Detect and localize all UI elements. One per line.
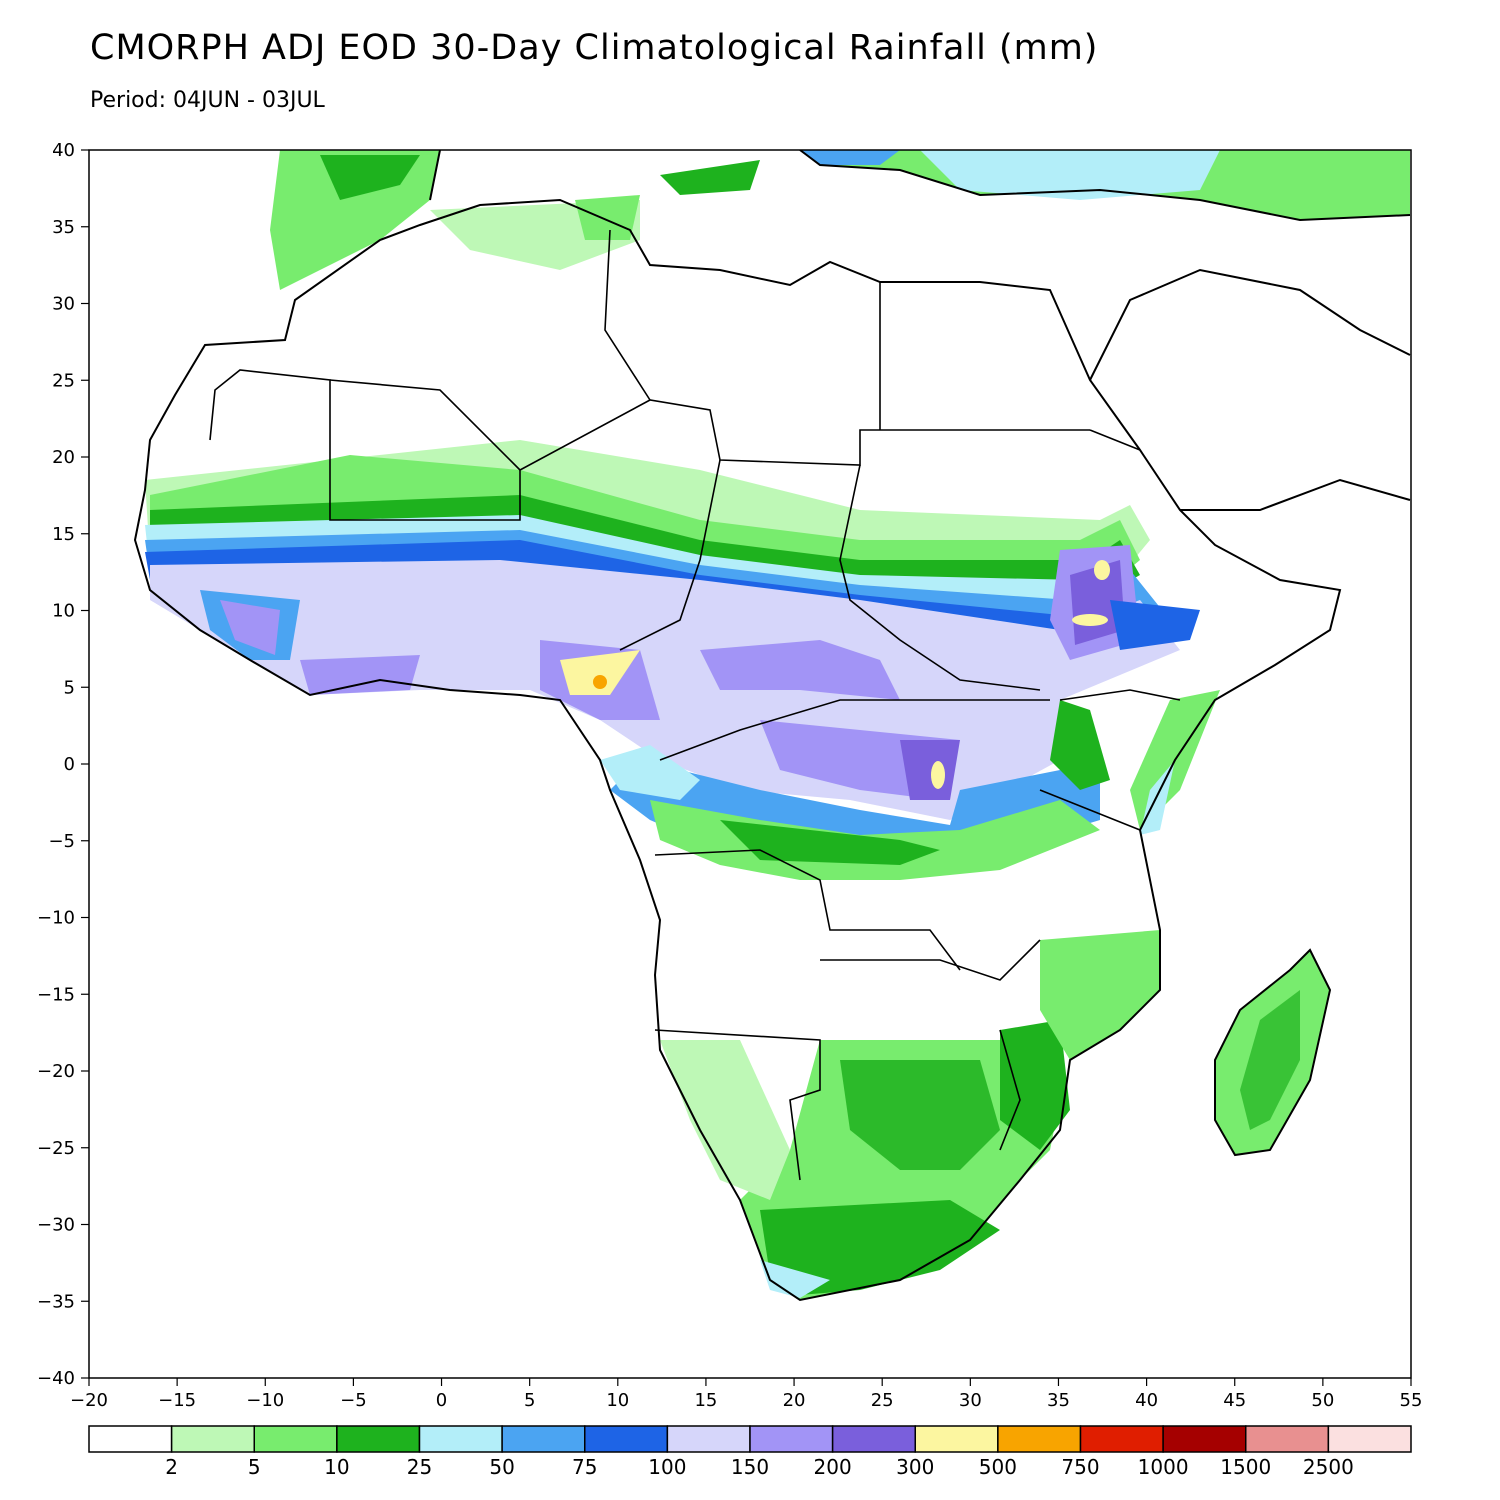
legend-label: 10	[324, 1455, 349, 1479]
legend-swatch	[253, 1425, 338, 1453]
axis-ticks: −20 −15 −10 −5 0 5 10 15 20 25 30 35 40 45 50 554035302…	[37, 140, 1422, 1411]
lat-tick-label: −5	[48, 831, 75, 852]
lon-tick-label: 45	[1223, 1390, 1246, 1411]
legend-label: 200	[814, 1455, 852, 1479]
lon-tick-label: −20	[70, 1390, 108, 1411]
lon-tick-label: 15	[694, 1390, 717, 1411]
europe-coastline	[429, 150, 1411, 222]
legend-label: 25	[407, 1455, 432, 1479]
lon-tick-label: 20	[783, 1390, 806, 1411]
lat-tick-label: −30	[37, 1215, 75, 1236]
legend-swatch	[997, 1425, 1082, 1453]
lat-tick-label: −25	[37, 1138, 75, 1159]
lat-tick-label: −40	[37, 1368, 75, 1389]
period-subtitle: Period: 04JUN - 03JUL	[90, 88, 325, 113]
legend-label: 5	[248, 1455, 261, 1479]
lon-tick-label: −5	[340, 1390, 367, 1411]
legend-swatch	[501, 1425, 586, 1453]
lat-tick-label: −20	[37, 1061, 75, 1082]
lat-tick-label: −10	[37, 908, 75, 929]
legend-label: 750	[1061, 1455, 1099, 1479]
legend-label: 50	[489, 1455, 514, 1479]
lon-tick-label: 40	[1135, 1390, 1158, 1411]
coastlines	[133, 150, 1411, 1302]
color-legend: 2 5 10 25 50 75 100 150 200 300 500 750 1000 1500 2500	[88, 1425, 1412, 1479]
lat-tick-label: 20	[52, 447, 75, 468]
legend-label: 100	[648, 1455, 686, 1479]
lon-tick-label: 35	[1047, 1390, 1070, 1411]
legend-label: 1500	[1220, 1455, 1271, 1479]
lon-tick-label: −10	[246, 1390, 284, 1411]
lat-tick-label: 5	[64, 677, 75, 698]
legend-label: 300	[896, 1455, 934, 1479]
lat-tick-label: 25	[52, 370, 75, 391]
lat-tick-label: 0	[64, 754, 75, 775]
legend-label: 1000	[1138, 1455, 1189, 1479]
legend-label: 2500	[1303, 1455, 1354, 1479]
legend-label: 500	[979, 1455, 1017, 1479]
lon-tick-label: 0	[436, 1390, 447, 1411]
legend-swatch	[170, 1425, 255, 1453]
legend-swatch	[1079, 1425, 1164, 1453]
legend-swatch	[666, 1425, 751, 1453]
rainfall-fields	[135, 150, 1410, 1300]
lon-tick-label: 5	[524, 1390, 535, 1411]
lat-tick-label: −35	[37, 1291, 75, 1312]
lon-tick-label: 55	[1400, 1390, 1423, 1411]
country-borders	[209, 229, 1181, 1181]
madagascar-coastline	[1214, 948, 1332, 1157]
legend-swatch	[418, 1425, 503, 1453]
lat-tick-label: 40	[52, 140, 75, 161]
lon-tick-label: 25	[871, 1390, 894, 1411]
legend-swatch	[88, 1425, 173, 1453]
lon-tick-label: 50	[1311, 1390, 1334, 1411]
arabia-coastline	[1089, 268, 1411, 511]
legend-swatch	[914, 1425, 999, 1453]
lon-tick-label: −15	[158, 1390, 196, 1411]
legend-label: 75	[572, 1455, 597, 1479]
lon-tick-label: 10	[606, 1390, 629, 1411]
legend-swatch	[1245, 1425, 1330, 1453]
legend-swatch	[336, 1425, 421, 1453]
legend-swatch	[1327, 1425, 1412, 1453]
lat-tick-label: 10	[52, 601, 75, 622]
lat-tick-label: 30	[52, 294, 75, 315]
legend-swatch	[584, 1425, 669, 1453]
lat-tick-label: 35	[52, 217, 75, 238]
legend-label: 150	[731, 1455, 769, 1479]
map-title: CMORPH ADJ EOD 30-Day Climatological Rai…	[90, 28, 1099, 68]
lon-tick-label: 30	[959, 1390, 982, 1411]
legend-swatch	[1162, 1425, 1247, 1453]
legend-swatch	[749, 1425, 834, 1453]
lat-tick-label: 15	[52, 524, 75, 545]
legend-label: 2	[165, 1455, 178, 1479]
legend-swatch	[831, 1425, 916, 1453]
lat-tick-label: −15	[37, 984, 75, 1005]
africa-coastline	[133, 198, 1342, 1302]
